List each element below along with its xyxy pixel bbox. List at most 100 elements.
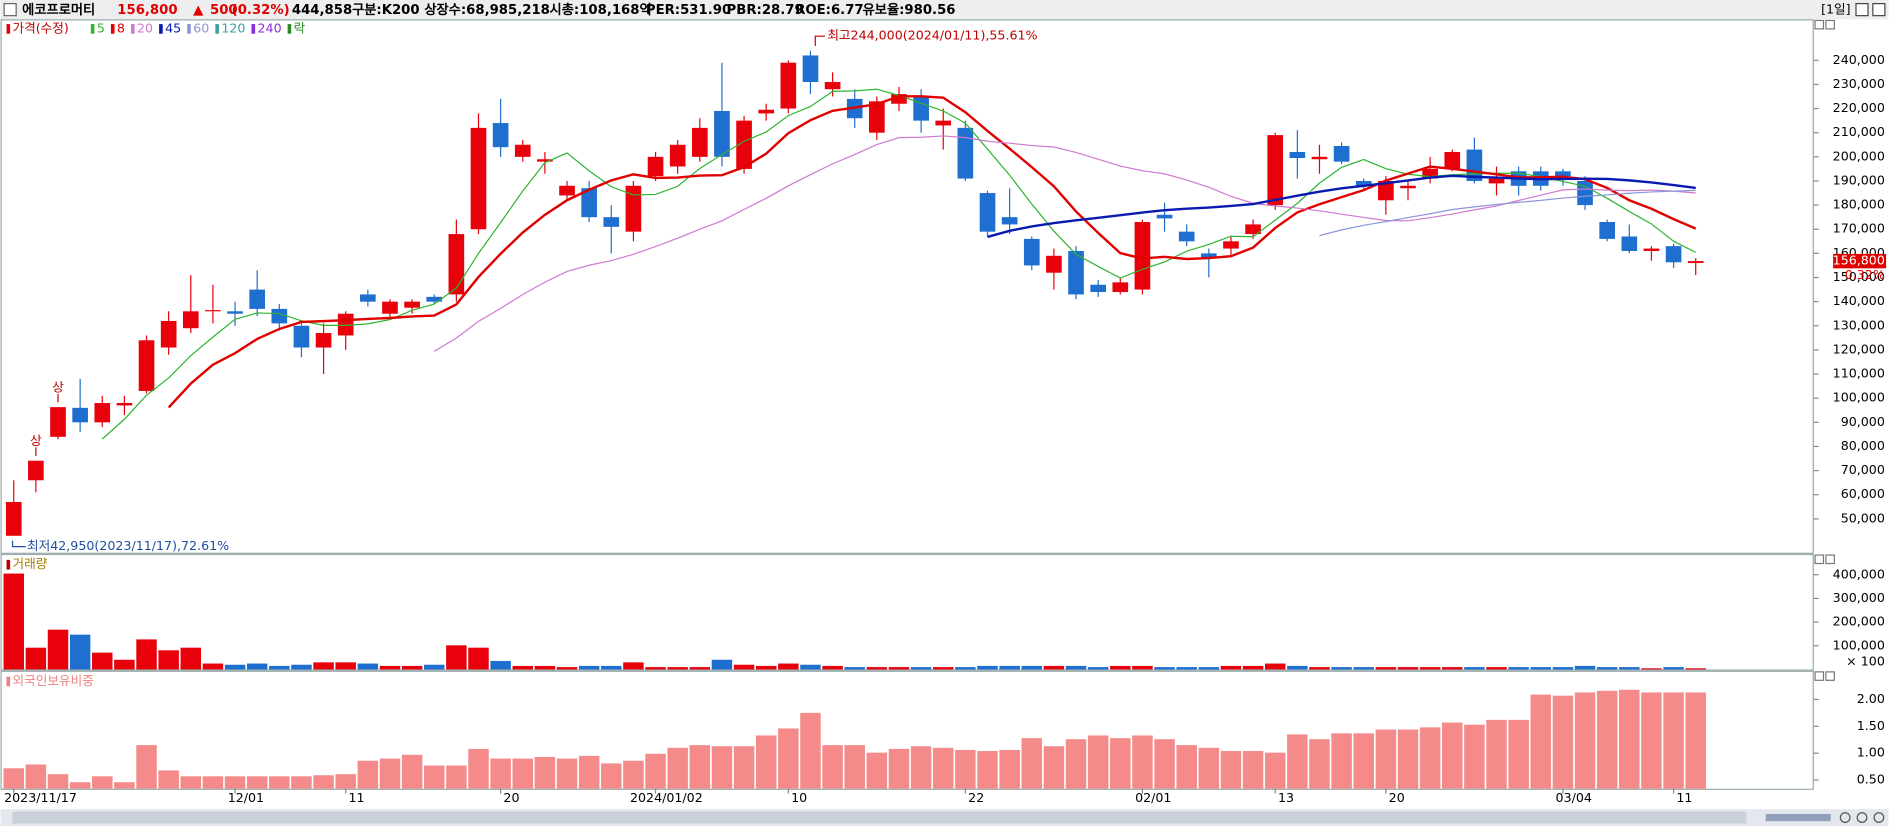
bar xyxy=(1087,735,1109,789)
x-tick-label: 20 xyxy=(503,790,519,805)
legend-swatch xyxy=(6,676,11,687)
bar xyxy=(269,665,290,670)
bar xyxy=(1331,667,1352,670)
bar xyxy=(291,664,312,670)
bar xyxy=(1486,719,1507,789)
change-pct: (0.32%) xyxy=(232,3,290,18)
candle-body xyxy=(1068,250,1084,295)
bar xyxy=(556,758,578,789)
checkbox[interactable] xyxy=(3,3,17,17)
bar xyxy=(822,665,843,670)
bar xyxy=(1464,667,1485,670)
panel-button[interactable] xyxy=(1825,19,1835,30)
bar xyxy=(1242,665,1264,670)
bar xyxy=(3,573,24,670)
bar xyxy=(1442,667,1463,670)
bar xyxy=(1065,665,1087,670)
zoom-in[interactable] xyxy=(1839,812,1851,823)
y-tick-label: 220,000 xyxy=(1833,100,1885,115)
panel-title: 외국인보유비중 xyxy=(13,673,94,688)
bar xyxy=(999,665,1020,670)
bar xyxy=(1663,692,1684,789)
panel-button[interactable] xyxy=(1814,554,1825,565)
scroll-thumb[interactable] xyxy=(12,811,1747,824)
zoom-out[interactable] xyxy=(1856,812,1868,823)
restore-button[interactable] xyxy=(1855,3,1869,17)
bar xyxy=(92,652,113,670)
info: 유보율:980.56 xyxy=(863,1,956,18)
x-tick-label: 2024/01/02 xyxy=(630,790,703,805)
bar xyxy=(667,747,688,789)
candle-body xyxy=(1378,180,1394,201)
bar xyxy=(822,745,843,789)
bar xyxy=(1043,665,1065,670)
bar xyxy=(1641,692,1662,789)
legend-entry: 45 xyxy=(165,20,181,35)
bar xyxy=(1043,746,1065,789)
bar xyxy=(180,647,202,670)
bar xyxy=(1375,729,1397,789)
candle-body xyxy=(1289,152,1306,159)
y-tick-label: 400,000 xyxy=(1833,566,1885,581)
candle-body xyxy=(116,403,133,406)
bar xyxy=(269,776,290,789)
bar xyxy=(69,782,91,789)
bar xyxy=(1619,667,1640,670)
zoom-reset[interactable] xyxy=(1873,812,1885,823)
bar xyxy=(534,756,556,789)
panel-button[interactable] xyxy=(1825,554,1835,565)
candle-body xyxy=(581,188,597,218)
candle-body xyxy=(1555,171,1571,177)
info: PBR:28.79 xyxy=(727,3,804,18)
price-tag-label: 156,800 xyxy=(1833,253,1885,268)
bar xyxy=(401,665,423,670)
panel-button[interactable] xyxy=(1814,19,1825,30)
candle-body xyxy=(691,127,708,157)
close-button[interactable] xyxy=(1872,3,1886,17)
bar xyxy=(1508,719,1529,789)
bar xyxy=(423,765,445,789)
candle-body xyxy=(1599,222,1616,239)
candle-body xyxy=(1046,255,1062,273)
y-tick-label: 50,000 xyxy=(1841,510,1885,525)
y-tick-label: 120,000 xyxy=(1833,341,1885,356)
candle-body xyxy=(1687,261,1704,264)
bar xyxy=(202,776,224,789)
annotation: 최고244,000(2024/01/11),55.61% xyxy=(827,28,1037,43)
panel-button[interactable] xyxy=(1825,671,1835,681)
y-tick-label: 210,000 xyxy=(1833,124,1885,139)
candle-body xyxy=(426,296,443,302)
bar xyxy=(844,667,865,670)
moving-average xyxy=(1319,189,1696,237)
y-tick-label: 1.00 xyxy=(1857,745,1885,760)
bar xyxy=(1397,667,1419,670)
period-button[interactable]: [1일] xyxy=(1821,2,1851,17)
candle-body xyxy=(1267,135,1284,206)
price-tag-change: 0.32% xyxy=(1845,267,1885,282)
candle-body xyxy=(404,301,420,308)
zoom-slider[interactable] xyxy=(1765,813,1831,822)
panel-button[interactable] xyxy=(1814,671,1825,681)
candle-body xyxy=(1200,253,1217,259)
bar xyxy=(1110,665,1131,670)
volume: 444,858 xyxy=(292,3,352,18)
candle-body xyxy=(160,320,177,348)
legend-swatch xyxy=(130,24,135,34)
price-tag xyxy=(1833,253,1887,269)
annotation-arrow xyxy=(11,540,26,548)
candle-body xyxy=(470,127,487,230)
candle-body xyxy=(1665,246,1682,263)
volume-panel xyxy=(0,553,1814,671)
bar xyxy=(1508,667,1529,670)
candle-body xyxy=(50,407,66,437)
bar xyxy=(1198,747,1220,789)
y-tick-label: 130,000 xyxy=(1833,317,1885,332)
bar xyxy=(1087,667,1109,670)
bar xyxy=(711,659,733,670)
bar xyxy=(800,712,821,789)
legend-entry: 120 xyxy=(221,20,245,35)
candle-body xyxy=(1444,152,1461,169)
x-tick-label: 10 xyxy=(791,790,807,805)
bar xyxy=(3,768,24,789)
info: PER:531.90 xyxy=(646,3,731,18)
